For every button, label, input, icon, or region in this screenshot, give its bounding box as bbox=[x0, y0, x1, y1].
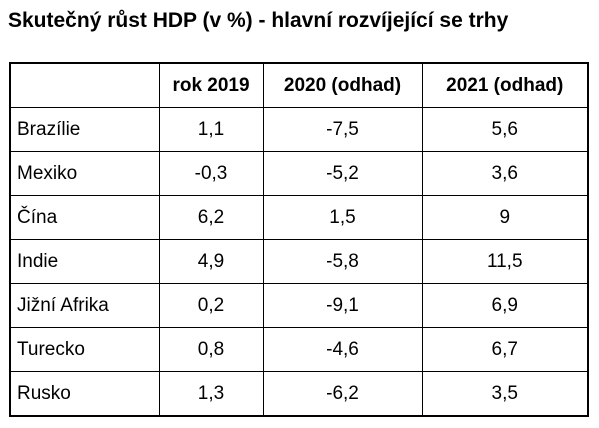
table-row: Turecko 0,8 -4,6 6,7 bbox=[9, 327, 589, 372]
value-2021-cell: 5,6 bbox=[421, 107, 589, 152]
table-row: Mexiko -0,3 -5,2 3,6 bbox=[9, 151, 589, 196]
header-2021: 2021 (odhad) bbox=[421, 62, 589, 108]
gdp-growth-table: rok 2019 2020 (odhad) 2021 (odhad) Brazí… bbox=[9, 62, 589, 417]
value-2020-cell: 1,5 bbox=[262, 195, 423, 240]
value-2021-cell: 9 bbox=[421, 195, 589, 240]
value-2020-cell: -9,1 bbox=[262, 283, 423, 328]
country-cell: Brazílie bbox=[9, 107, 160, 152]
value-2019-cell: 4,9 bbox=[158, 239, 264, 284]
value-2019-cell: 1,3 bbox=[158, 371, 264, 417]
value-2019-cell: 1,1 bbox=[158, 107, 264, 152]
country-cell: Rusko bbox=[9, 371, 160, 417]
country-cell: Turecko bbox=[9, 327, 160, 372]
header-2020: 2020 (odhad) bbox=[262, 62, 423, 108]
header-2019: rok 2019 bbox=[158, 62, 264, 108]
value-2020-cell: -6,2 bbox=[262, 371, 423, 417]
value-2021-cell: 6,7 bbox=[421, 327, 589, 372]
value-2021-cell: 6,9 bbox=[421, 283, 589, 328]
table-row: Rusko 1,3 -6,2 3,5 bbox=[9, 371, 589, 417]
value-2021-cell: 3,6 bbox=[421, 151, 589, 196]
country-cell: Jižní Afrika bbox=[9, 283, 160, 328]
country-cell: Mexiko bbox=[9, 151, 160, 196]
value-2020-cell: -5,8 bbox=[262, 239, 423, 284]
value-2019-cell: -0,3 bbox=[158, 151, 264, 196]
value-2020-cell: -7,5 bbox=[262, 107, 423, 152]
value-2021-cell: 11,5 bbox=[421, 239, 589, 284]
value-2020-cell: -5,2 bbox=[262, 151, 423, 196]
value-2019-cell: 6,2 bbox=[158, 195, 264, 240]
table-header-row: rok 2019 2020 (odhad) 2021 (odhad) bbox=[9, 62, 589, 108]
table-row: Indie 4,9 -5,8 11,5 bbox=[9, 239, 589, 284]
page-title: Skutečný růst HDP (v %) - hlavní rozvíje… bbox=[8, 9, 509, 32]
value-2019-cell: 0,8 bbox=[158, 327, 264, 372]
value-2020-cell: -4,6 bbox=[262, 327, 423, 372]
table-row: Jižní Afrika 0,2 -9,1 6,9 bbox=[9, 283, 589, 328]
table-row: Brazílie 1,1 -7,5 5,6 bbox=[9, 107, 589, 152]
header-country bbox=[9, 62, 160, 108]
country-cell: Indie bbox=[9, 239, 160, 284]
value-2019-cell: 0,2 bbox=[158, 283, 264, 328]
country-cell: Čína bbox=[9, 195, 160, 240]
table-row: Čína 6,2 1,5 9 bbox=[9, 195, 589, 240]
value-2021-cell: 3,5 bbox=[421, 371, 589, 417]
